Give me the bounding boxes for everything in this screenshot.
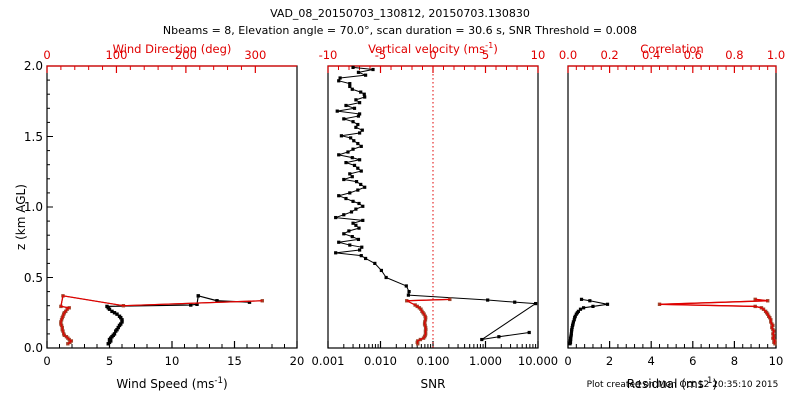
top-tick-label: 10 — [530, 48, 546, 62]
panel-residual-bottom-axis-title-exp: -1 — [703, 376, 713, 386]
top-tick-label: 0.4 — [642, 48, 661, 62]
y-tick-label: 1.0 — [23, 200, 43, 214]
panel-wind-bottom-axis-title-tail: ) — [222, 377, 228, 391]
top-tick-label: 300 — [244, 48, 267, 62]
bottom-tick-label: 8 — [730, 354, 739, 368]
top-tick-label: 200 — [174, 48, 197, 62]
y-tick-label: 0.5 — [23, 270, 43, 285]
panel-wind-bottom-axis-title: Wind Speed (ms-1) — [47, 377, 297, 391]
figure-subtitle: Nbeams = 8, Elevation angle = 70.0°, sca… — [162, 24, 638, 37]
bottom-tick-label: 10 — [768, 354, 784, 368]
panel-snr-top-axis-title-text: Vertical velocity (ms — [368, 42, 486, 56]
bottom-tick-label: 10 — [164, 354, 180, 368]
panel-residual-bottom-axis-title: Residual (ms-1) — [568, 377, 776, 391]
bottom-tick-label: 15 — [227, 354, 242, 368]
top-tick-label: 100 — [105, 48, 128, 62]
panel-wind-top-axis-title: Wind Direction (deg) — [47, 42, 297, 56]
bottom-tick-label: 5 — [105, 354, 114, 368]
panel-snr-bottom-axis-title: SNR — [328, 377, 538, 391]
bottom-tick-label: 0.100 — [416, 354, 450, 368]
plot-created-note: Plot created on Mon Oct 12 20:35:10 2015 — [586, 380, 779, 390]
panel-residual-top-axis-title: Correlation — [568, 42, 776, 56]
top-tick-label: 0 — [43, 48, 51, 62]
bottom-tick-label: 10.000 — [517, 354, 559, 368]
panel-wind-bottom-axis-title-text: Wind Speed (ms — [116, 377, 215, 391]
panel-snr-top-axis-title-tail: ) — [493, 42, 498, 56]
bottom-tick-label: 20 — [289, 354, 305, 368]
top-tick-label: -10 — [318, 48, 338, 62]
bottom-tick-label: 0 — [43, 354, 51, 368]
panel-residual-bottom-axis-title-tail: ) — [712, 377, 718, 391]
y-tick-label: 0.0 — [23, 341, 43, 355]
panel-snr-top-axis-title-exp: -1 — [485, 40, 494, 51]
panel-residual-top-axis-title-text: Correlation — [640, 42, 704, 56]
top-tick-label: 0.8 — [725, 48, 744, 62]
panel-wind-top-axis-title-text: Wind Direction (deg) — [112, 42, 232, 56]
panel-snr-bottom-axis-title-text: SNR — [420, 377, 446, 391]
panel-snr-top-axis-title: Vertical velocity (ms-1) — [328, 40, 538, 56]
y-tick-label: 1.5 — [23, 129, 43, 144]
bottom-tick-label: 6 — [689, 354, 697, 368]
top-tick-label: 1.0 — [766, 48, 786, 62]
top-tick-label: -5 — [374, 48, 387, 62]
panel-residual-bottom-axis-title-text: Residual (ms — [626, 377, 704, 391]
bottom-tick-label: 2 — [605, 354, 614, 368]
y-tick-label: 2.0 — [23, 59, 43, 73]
bottom-tick-label: 0.001 — [311, 354, 345, 368]
top-tick-label: 0.2 — [600, 48, 619, 62]
bottom-tick-label: 0 — [564, 354, 572, 368]
top-tick-label: 0.6 — [683, 48, 702, 62]
bottom-tick-label: 4 — [647, 354, 655, 368]
top-tick-label: 5 — [481, 48, 490, 62]
bottom-tick-label: 0.010 — [364, 354, 397, 368]
top-tick-label: 0.0 — [558, 48, 578, 62]
panel-wind-bottom-axis-title-exp: -1 — [214, 376, 223, 386]
figure-title: VAD_08_20150703_130812, 20150703.130830 — [270, 7, 530, 20]
top-tick-label: 0 — [429, 48, 437, 62]
bottom-tick-label: 1.000 — [469, 354, 502, 368]
